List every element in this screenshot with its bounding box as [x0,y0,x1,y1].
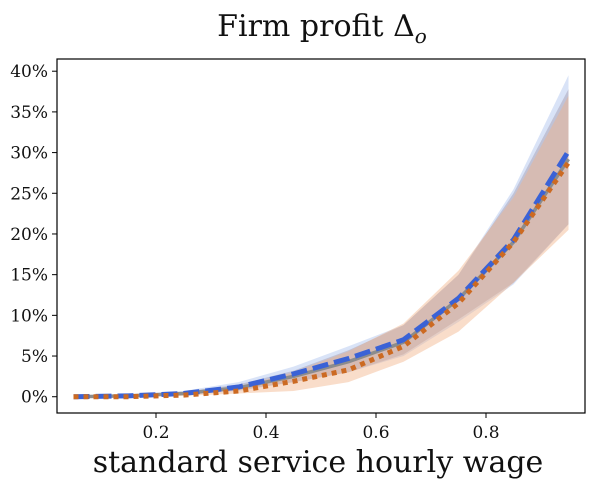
series-line-dotted [73,160,571,400]
y-tick-label: 10% [10,306,48,326]
x-tick-label: 0.8 [472,423,499,443]
chart-title: Firm profit Δo [217,9,427,48]
chart-title-main: Firm profit Δ [217,9,415,44]
y-tick-label: 15% [10,266,48,286]
y-axis-ticks: 0% 5% 10% 15% 20% 25% 30% 35% 40% [10,62,57,408]
y-tick-label: 25% [10,184,48,204]
plot-area-frame [56,58,586,414]
confidence-band-dotted [73,95,569,397]
x-axis-label: standard service hourly wage [93,445,544,480]
y-tick-label: 30% [10,144,48,164]
x-tick-label: 0.2 [142,423,169,443]
series-lines [73,149,571,400]
y-tick-label: 5% [21,347,48,367]
x-tick-label: 0.6 [362,423,389,443]
y-tick-label: 40% [10,62,48,82]
confidence-bands [73,75,569,397]
x-axis-ticks: 0.2 0.4 0.6 0.8 [142,413,500,443]
chart-title-subscript: o [415,24,427,48]
confidence-band-solid [73,89,569,397]
y-tick-label: 35% [10,103,48,123]
y-tick-label: 0% [21,388,48,408]
x-tick-label: 0.4 [252,423,279,443]
y-tick-label: 20% [10,225,48,245]
confidence-band-dashed [73,75,569,397]
